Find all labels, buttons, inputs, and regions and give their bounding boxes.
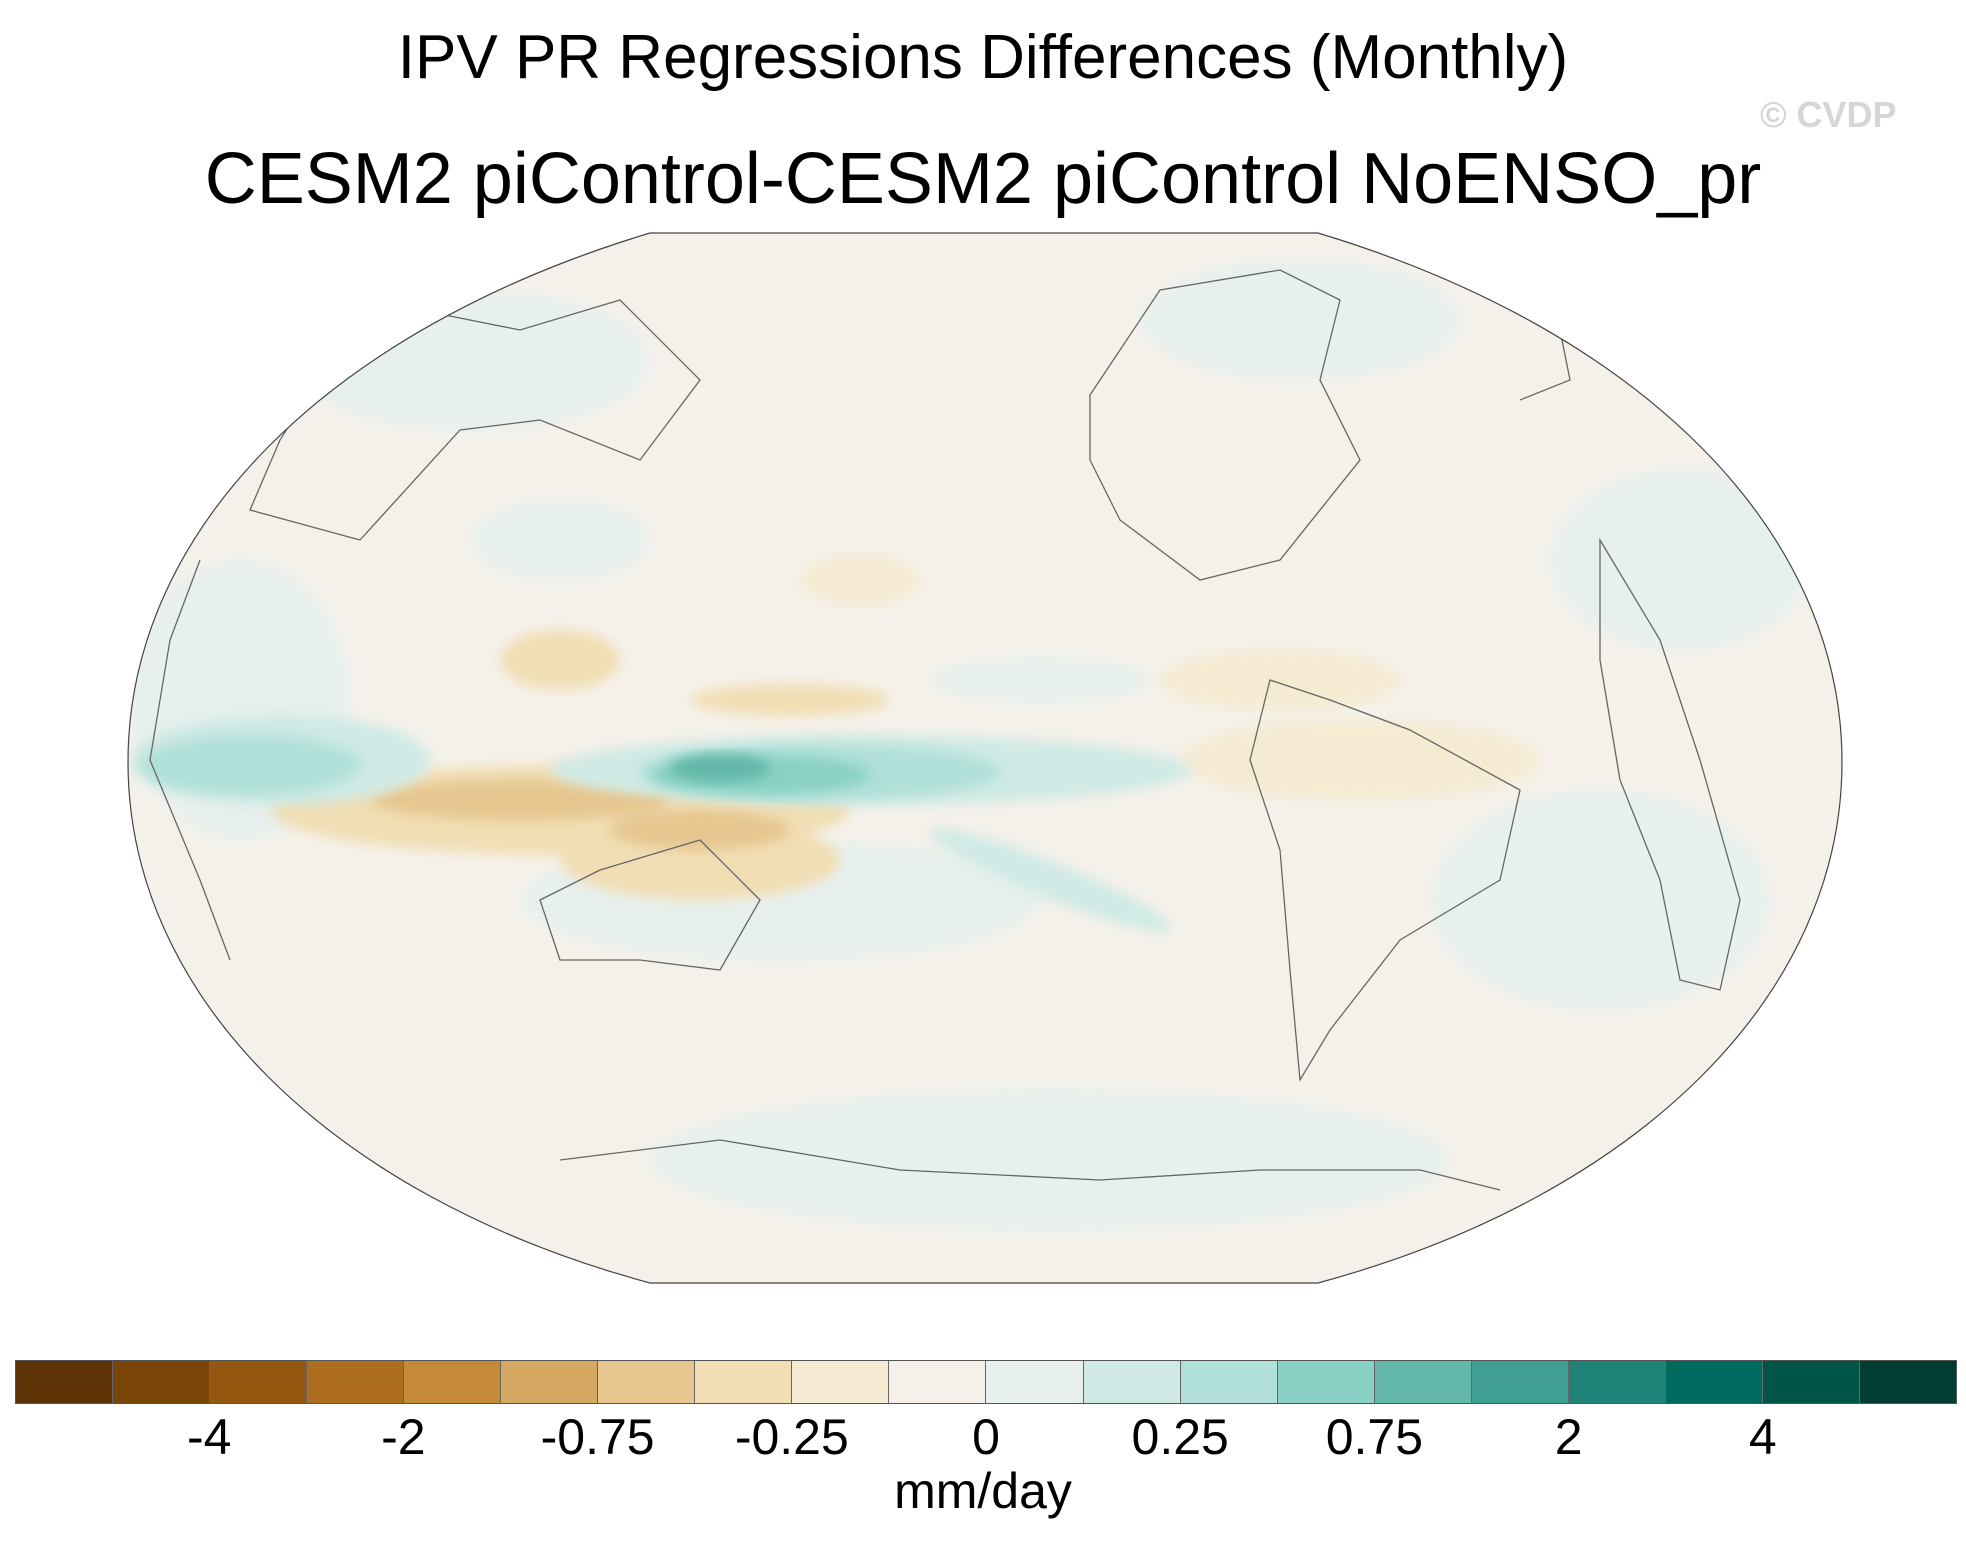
colorbar-tick-label: 0 bbox=[972, 1409, 1000, 1465]
colorbar-box bbox=[1568, 1361, 1666, 1403]
colorbar-box bbox=[1665, 1361, 1763, 1403]
colorbar-box bbox=[598, 1361, 696, 1403]
colorbar bbox=[15, 1360, 1957, 1404]
colorbar-box bbox=[404, 1361, 502, 1403]
colorbar-box bbox=[1374, 1361, 1472, 1403]
colorbar-box bbox=[1083, 1361, 1181, 1403]
colorbar-tick-label: -4 bbox=[186, 1409, 232, 1465]
colorbar-tick-label: -0.75 bbox=[540, 1409, 655, 1465]
colorbar-units: mm/day bbox=[894, 1463, 1072, 1519]
colorbar-tick-label: 0.25 bbox=[1131, 1409, 1229, 1465]
subtitle: CESM2 piControl-CESM2 piControl NoENSO_p… bbox=[204, 139, 1762, 219]
colorbar-box bbox=[113, 1361, 211, 1403]
map-border bbox=[127, 232, 1843, 1284]
colorbar-box bbox=[1277, 1361, 1375, 1403]
colorbar-box bbox=[792, 1361, 890, 1403]
colorbar-box bbox=[210, 1361, 308, 1403]
colorbar-box bbox=[695, 1361, 793, 1403]
colorbar-box bbox=[1471, 1361, 1569, 1403]
colorbar-tick-label: -0.25 bbox=[734, 1409, 849, 1465]
colorbar-box bbox=[889, 1361, 987, 1403]
coastlines bbox=[149, 269, 1741, 1191]
colorbar-box bbox=[501, 1361, 599, 1403]
light-negative-regions bbox=[800, 555, 1540, 800]
world-map bbox=[127, 232, 1843, 1284]
colorbar-box bbox=[1180, 1361, 1278, 1403]
colorbar-tick-label: 2 bbox=[1554, 1409, 1583, 1465]
main-title: IPV PR Regressions Differences (Monthly) bbox=[397, 23, 1569, 92]
colorbar-tick-label: 0.75 bbox=[1325, 1409, 1424, 1465]
colorbar-box bbox=[986, 1361, 1084, 1403]
colorbar-tick-label: -2 bbox=[381, 1409, 426, 1465]
cvdp-watermark: © CVDP bbox=[1760, 94, 1897, 135]
colorbar-box bbox=[16, 1361, 114, 1403]
colorbar-box bbox=[1762, 1361, 1860, 1403]
colorbar-box bbox=[307, 1361, 405, 1403]
colorbar-tick-label: 4 bbox=[1748, 1409, 1777, 1465]
colorbar-box bbox=[1859, 1361, 1956, 1403]
